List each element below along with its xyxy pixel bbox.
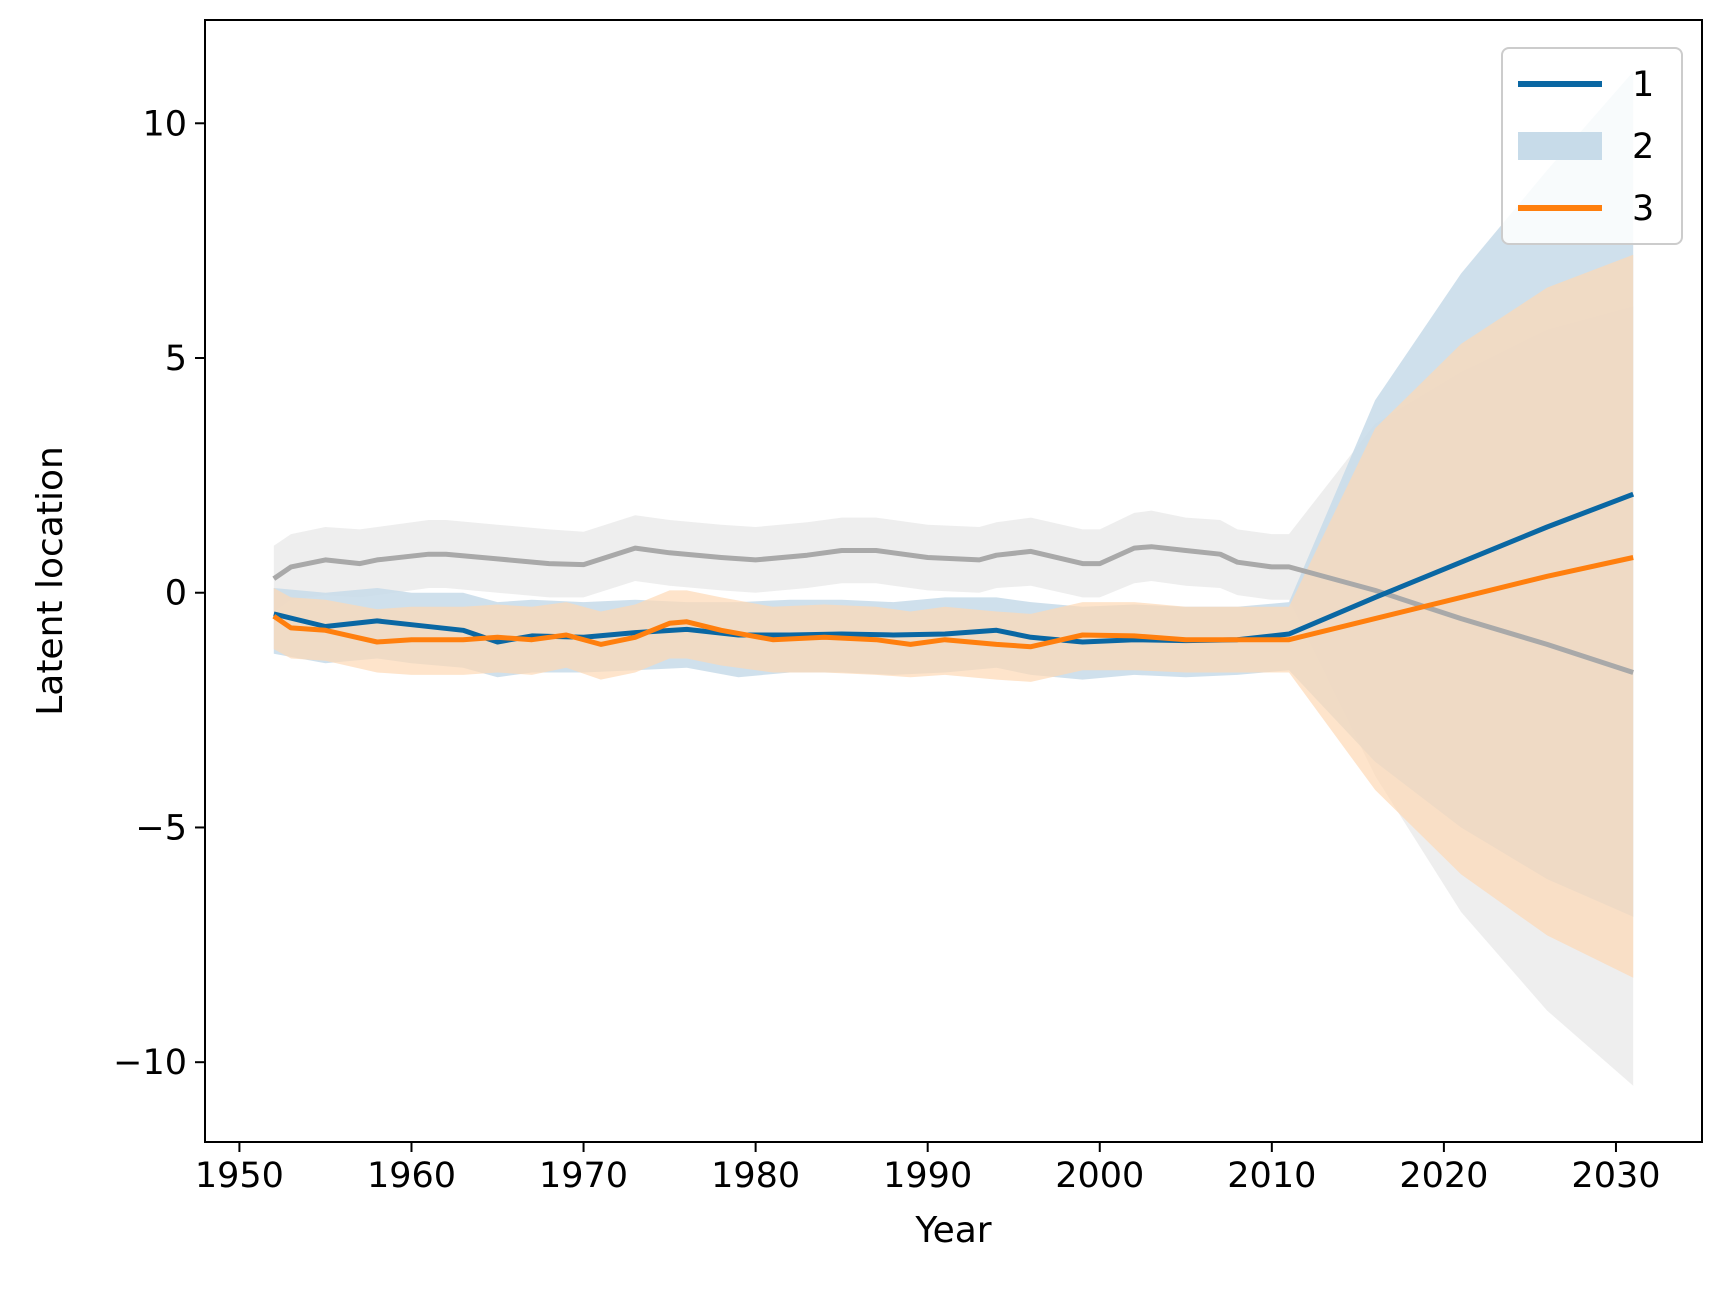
series-1-line: [273, 491, 1635, 645]
series-2-line: [272, 555, 1634, 650]
y-tick-label: 5: [165, 339, 187, 379]
plot-frame: [204, 19, 1703, 1143]
confidence-bands: [273, 71, 1634, 1086]
x-tick-label: 2020: [1399, 1156, 1488, 1196]
x-tick-label: 2000: [1055, 1156, 1144, 1196]
series-2-band: [273, 254, 1634, 978]
y-axis-label: Latent location: [30, 446, 71, 716]
x-tick-label: 1980: [711, 1156, 800, 1196]
y-tick-label: 0: [165, 574, 187, 614]
y-tick-label: −10: [113, 1043, 187, 1083]
series-lines: [272, 491, 1635, 675]
x-tick-label: 1970: [539, 1156, 628, 1196]
x-tick-label: 1950: [195, 1156, 284, 1196]
legend-label: 2: [1632, 127, 1654, 167]
legend-label: 1: [1632, 65, 1654, 105]
y-tick-label: 10: [142, 104, 187, 144]
x-tick-label: 2030: [1571, 1156, 1660, 1196]
y-tick-label: −5: [135, 808, 187, 848]
legend: 1 2 3: [1501, 47, 1683, 245]
legend-swatch-band: [1518, 132, 1602, 160]
series-3-line: [272, 544, 1634, 675]
y-axis-ticks: 10 5 0 −5 −10: [113, 104, 205, 1083]
x-axis-ticks: 1950 1960 1970 1980 1990 2000 2010 2020 2030: [195, 1142, 1661, 1196]
x-tick-label: 1990: [883, 1156, 972, 1196]
x-axis-label: Year: [914, 1210, 991, 1251]
x-tick-label: 1960: [367, 1156, 456, 1196]
x-tick-label: 2010: [1227, 1156, 1316, 1196]
legend-label: 3: [1632, 189, 1654, 229]
